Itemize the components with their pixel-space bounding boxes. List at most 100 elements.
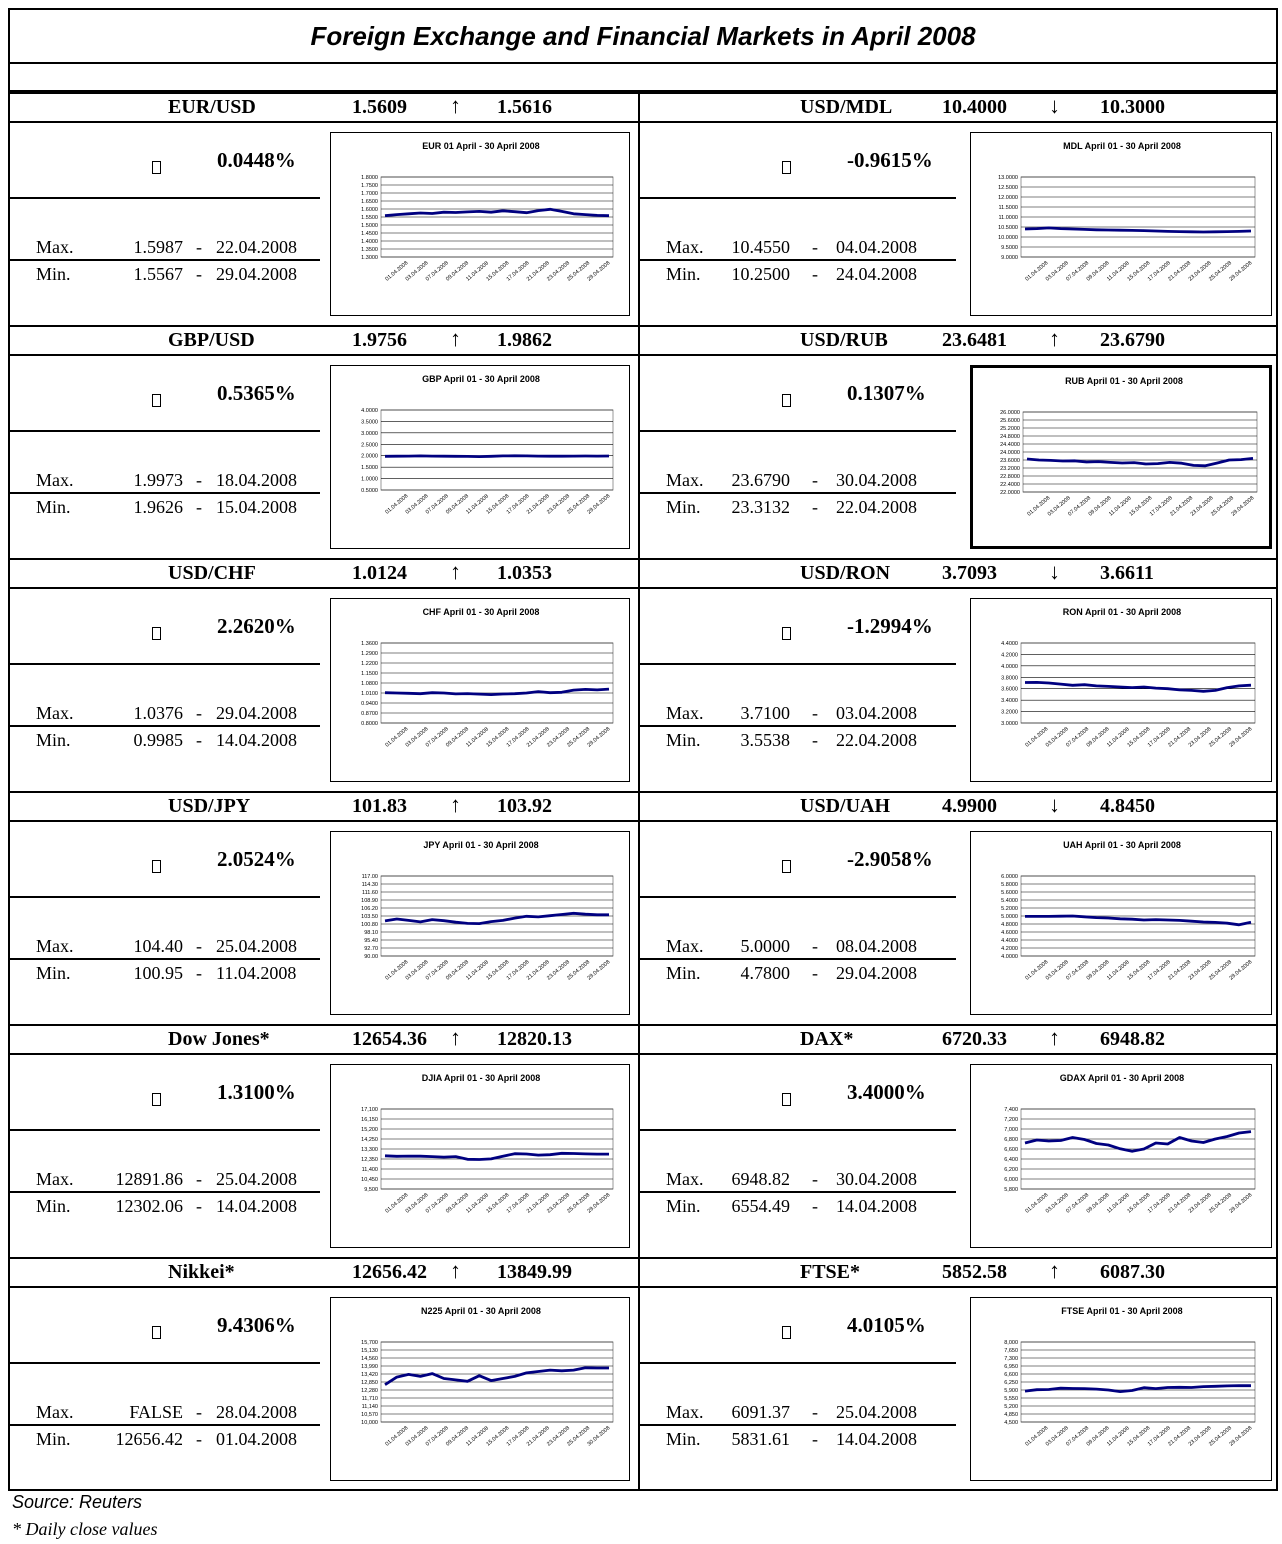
max-label: Max. — [666, 1402, 704, 1422]
min-label: Min. — [36, 730, 71, 750]
missing-glyph-icon — [782, 394, 791, 407]
max-separator: - — [812, 470, 818, 490]
y-tick-label: 13,300 — [361, 1147, 378, 1153]
y-tick-label: 5,800 — [1004, 1187, 1018, 1193]
max-label: Max. — [36, 470, 74, 490]
min-date: 22.04.2008 — [836, 497, 917, 517]
y-tick-label: 25.6000 — [1000, 418, 1020, 424]
close-value: 6948.82 — [1100, 1028, 1165, 1050]
y-tick-label: 5.0000 — [1001, 914, 1018, 920]
min-separator: - — [196, 963, 202, 983]
max-date: 30.04.2008 — [836, 470, 917, 490]
min-value: 5831.61 — [731, 1429, 791, 1449]
min-separator: - — [812, 264, 818, 284]
percent-change: -0.9615% — [847, 148, 933, 172]
line-chart: GBP April 01 - 30 April 2008 4.0000 3.5000… — [361, 374, 614, 516]
chart-8: DJIA April 01 - 30 April 2008 17,100 16,15… — [330, 1064, 630, 1248]
y-tick-label: 1.4000 — [361, 239, 378, 245]
instrument-name: USD/RUB — [800, 329, 888, 351]
min-separator: - — [196, 1429, 202, 1449]
divider — [640, 896, 956, 898]
max-value: 5.0000 — [740, 936, 791, 956]
y-tick-label: 8,000 — [1004, 1340, 1018, 1346]
row-divider — [10, 587, 1276, 589]
x-tick-label: 30.04.2008 — [586, 1425, 611, 1447]
instrument-name: USD/MDL — [800, 96, 893, 118]
open-value: 6720.33 — [942, 1028, 1007, 1050]
series-line — [384, 454, 610, 458]
percent-change: 1.3100% — [217, 1080, 296, 1104]
open-value: 1.9756 — [352, 329, 407, 351]
y-tick-label: 1.0800 — [361, 681, 378, 687]
max-separator: - — [196, 237, 202, 257]
missing-glyph-icon — [152, 860, 161, 873]
y-tick-label: 7,200 — [1004, 1117, 1018, 1123]
max-separator: - — [196, 703, 202, 723]
close-value: 12820.13 — [497, 1028, 572, 1050]
series-line — [384, 1151, 609, 1161]
max-label: Max. — [36, 1169, 74, 1189]
y-tick-label: 1.6000 — [361, 207, 378, 213]
chart-7: UAH April 01 - 30 April 2008 6.0000 5.8000… — [970, 831, 1272, 1015]
series-line — [1024, 681, 1252, 693]
min-date: 14.04.2008 — [836, 1196, 917, 1216]
line-chart: EUR 01 April - 30 April 2008 1.8000 1.7500… — [361, 141, 614, 283]
x-tick-label: 29.04.2008 — [586, 1192, 611, 1214]
page-title: Foreign Exchange and Financial Markets i… — [310, 20, 976, 51]
max-date: 28.04.2008 — [216, 1402, 297, 1422]
y-tick-label: 6,000 — [1004, 1177, 1018, 1183]
instrument-name: DAX* — [800, 1028, 854, 1050]
chart-10: N225 April 01 - 30 April 2008 15,700 15,13… — [330, 1297, 630, 1481]
min-label: Min. — [666, 1196, 701, 1216]
y-tick-label: 1.7000 — [361, 191, 378, 197]
y-tick-label: 5.2000 — [1001, 906, 1018, 912]
close-value: 103.92 — [497, 795, 552, 817]
y-tick-label: 1.5000 — [361, 465, 378, 471]
line-chart: JPY April 01 - 30 April 2008 117.00 114.30… — [361, 840, 614, 982]
y-tick-label: 9.0000 — [1001, 255, 1018, 261]
percent-change: 2.2620% — [217, 614, 296, 638]
row-divider — [10, 1489, 1276, 1491]
open-value: 12654.36 — [352, 1028, 427, 1050]
min-value: 12302.06 — [115, 1196, 184, 1216]
y-tick-label: 90.00 — [364, 954, 378, 960]
arrow-up-icon: ↑ — [450, 792, 461, 817]
open-value: 1.0124 — [352, 562, 407, 584]
y-tick-label: 0.5000 — [361, 488, 378, 494]
max-label: Max. — [666, 936, 704, 956]
min-label: Min. — [666, 497, 701, 517]
min-date: 01.04.2008 — [216, 1429, 297, 1449]
chart-title: GDAX April 01 - 30 April 2008 — [1060, 1073, 1184, 1083]
y-tick-label: 106.20 — [361, 906, 378, 912]
row-divider — [10, 354, 1276, 356]
arrow-down-icon: ↓ — [1049, 792, 1060, 817]
chart-2: GBP April 01 - 30 April 2008 4.0000 3.5000… — [330, 365, 630, 549]
min-value: 1.5567 — [133, 264, 184, 284]
divider — [640, 1191, 956, 1193]
y-tick-label: 103.50 — [361, 914, 378, 920]
y-tick-label: 6,250 — [1004, 1380, 1018, 1386]
divider — [640, 663, 956, 665]
max-separator: - — [196, 1402, 202, 1422]
y-tick-label: 5,550 — [1004, 1396, 1018, 1402]
chart-title: RUB April 01 - 30 April 2008 — [1065, 376, 1183, 386]
close-value: 6087.30 — [1100, 1261, 1165, 1283]
max-value: 1.5987 — [133, 237, 184, 257]
chart-title: FTSE April 01 - 30 April 2008 — [1061, 1306, 1182, 1316]
close-value: 23.6790 — [1100, 329, 1165, 351]
chart-title: CHF April 01 - 30 April 2008 — [423, 607, 540, 617]
row-divider — [10, 1024, 1276, 1026]
y-tick-label: 4.0000 — [361, 408, 378, 414]
y-tick-label: 24.4000 — [1000, 442, 1020, 448]
y-tick-label: 11.5000 — [999, 205, 1018, 211]
y-tick-label: 15,700 — [361, 1340, 378, 1346]
percent-change: 3.4000% — [847, 1080, 926, 1104]
y-tick-label: 4,500 — [1004, 1420, 1018, 1426]
x-tick-label: 29.04.2008 — [1228, 959, 1253, 981]
y-tick-label: 12,850 — [361, 1380, 378, 1386]
x-tick-label: 29.04.2008 — [1230, 495, 1255, 517]
min-separator: - — [196, 264, 202, 284]
max-date: 29.04.2008 — [216, 703, 297, 723]
y-tick-label: 4,850 — [1004, 1412, 1018, 1418]
divider — [640, 430, 956, 432]
